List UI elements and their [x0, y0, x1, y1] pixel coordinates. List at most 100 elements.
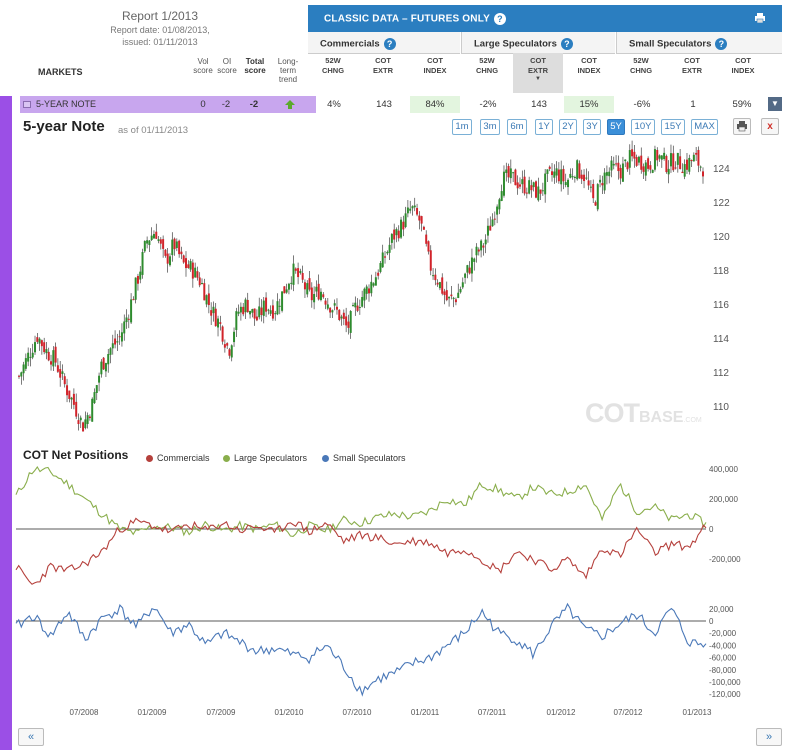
candle-body [384, 256, 387, 258]
legend-item-commercials[interactable]: Commercials [146, 453, 210, 463]
candle-body [702, 171, 704, 177]
row-dropdown-icon[interactable]: ▼ [768, 97, 782, 111]
candle-body [315, 286, 318, 292]
classic-data-panel: CLASSIC DATA – FUTURES ONLY? [308, 5, 782, 32]
candle-body [93, 392, 96, 404]
legend-item-large-speculators[interactable]: Large Speculators [223, 453, 307, 463]
range-button-5y[interactable]: 5Y [607, 119, 625, 135]
range-button-10y[interactable]: 10Y [631, 119, 655, 135]
candle-body [544, 173, 547, 195]
candle-body [255, 316, 258, 321]
help-icon[interactable]: ? [715, 38, 728, 50]
col-large-cot-index[interactable]: COT INDEX [577, 56, 601, 75]
candle-body [38, 338, 41, 344]
range-button-6m[interactable]: 6m [507, 119, 527, 135]
col-comm-cot-extr[interactable]: COT EXTR [372, 56, 393, 75]
candle-body [587, 180, 590, 186]
close-chart-button[interactable]: x [761, 118, 779, 135]
candle-body [608, 171, 611, 177]
candle-body [226, 343, 229, 346]
candle-body [326, 304, 329, 309]
candle-body [351, 305, 354, 307]
col-comm-cot-index[interactable]: COT INDEX [423, 56, 447, 75]
candle-body [557, 169, 560, 182]
candle-body [390, 233, 393, 243]
range-button-max[interactable]: MAX [691, 119, 718, 135]
candle-body [679, 156, 682, 169]
col-small-52w-chng[interactable]: 52W CHNG [629, 56, 653, 75]
candle-body [562, 168, 565, 182]
candle-body [528, 180, 531, 194]
range-button-1m[interactable]: 1m [452, 119, 472, 135]
candle-body [306, 283, 309, 295]
candle-body [690, 160, 693, 162]
print-icon[interactable] [754, 12, 766, 24]
candle-body [20, 372, 23, 377]
price-tick-label: 124 [713, 164, 730, 175]
help-icon[interactable]: ? [383, 38, 396, 50]
scroll-left-button[interactable]: « [18, 728, 44, 746]
candle-body [308, 278, 311, 290]
range-button-2y[interactable]: 2Y [559, 119, 577, 135]
candle-body [500, 191, 503, 201]
candle-body [468, 267, 471, 274]
large-52w-chng-value: -2% [479, 99, 497, 110]
col-small-cot-extr[interactable]: COT EXTR [681, 56, 702, 75]
table-row[interactable]: 5-YEAR NOTE [12, 96, 782, 113]
candle-body [603, 172, 606, 191]
col-small-cot-index[interactable]: COT INDEX [731, 56, 755, 75]
legend-dot [146, 455, 153, 462]
candle-body [374, 277, 377, 286]
candle-body [29, 356, 32, 358]
candle-body [45, 349, 48, 354]
candle-body [647, 158, 650, 169]
candle-body [688, 157, 691, 172]
legend-item-small-speculators[interactable]: Small Speculators [322, 453, 406, 463]
candle-body [516, 182, 519, 189]
col-large-52w-chng[interactable]: 52W CHNG [475, 56, 499, 75]
candle-body [143, 241, 146, 252]
print-chart-button[interactable] [733, 118, 751, 135]
col-comm-52w-chng[interactable]: 52W CHNG [321, 56, 345, 75]
long-term-trend-header: Long-term trend [277, 57, 299, 84]
price-tick-label: 118 [713, 266, 729, 277]
help-icon[interactable]: ? [493, 13, 506, 25]
candle-body [72, 393, 75, 405]
candle-body [692, 154, 695, 162]
date-tick-label: 01/2009 [138, 708, 167, 717]
candle-body [397, 230, 400, 239]
candle-body [214, 308, 217, 327]
help-icon[interactable]: ? [560, 38, 573, 50]
report-issued: issued: 01/11/2013 [122, 37, 198, 47]
total-score-value: -2 [249, 99, 259, 110]
market-cell[interactable]: 5-YEAR NOTE [20, 96, 316, 113]
candle-body [695, 152, 698, 155]
candle-body [191, 262, 194, 279]
candle-body [473, 258, 476, 262]
comm-cot-extr-value: 143 [376, 99, 392, 110]
large-cot-extr-value: 143 [531, 99, 547, 110]
col-large-cot-extr[interactable]: COT EXTR ▼ [513, 53, 563, 93]
candle-body [61, 371, 64, 374]
candle-body [589, 186, 592, 188]
range-button-3y[interactable]: 3Y [583, 119, 601, 135]
candle-body [669, 153, 672, 167]
watermark-logo: COTBASE.COM [585, 398, 702, 428]
range-button-15y[interactable]: 15Y [661, 119, 685, 135]
candle-body [411, 206, 414, 209]
range-button-3m[interactable]: 3m [480, 119, 500, 135]
candle-body [173, 238, 176, 250]
candle-body [365, 286, 368, 294]
candle-body [697, 149, 700, 166]
price-tick-label: 122 [713, 198, 730, 209]
candle-body [233, 331, 236, 343]
candle-body [567, 179, 570, 188]
candle-body [262, 300, 265, 316]
candle-body [477, 249, 480, 252]
scroll-right-button[interactable]: » [756, 728, 782, 746]
range-button-1y[interactable]: 1Y [535, 119, 553, 135]
candle-body [480, 240, 483, 251]
candle-body [166, 253, 169, 264]
candle-body [363, 288, 366, 301]
cot-tick-label: -200,000 [709, 555, 741, 564]
